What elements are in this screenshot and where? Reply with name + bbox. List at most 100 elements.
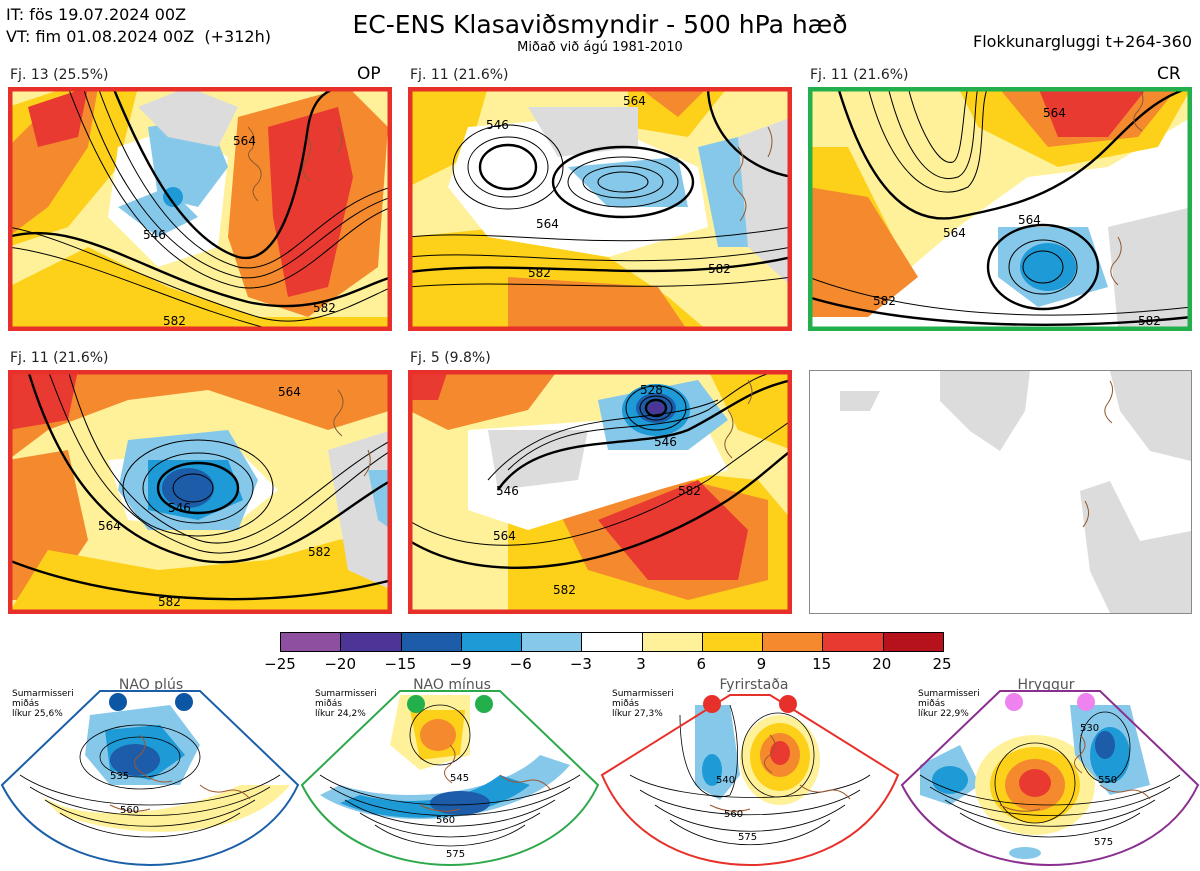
panel-1-contour-c: 582: [313, 301, 336, 315]
colorbar-tick-label: −20: [324, 655, 356, 673]
colorbar-tick-label: −3: [569, 655, 592, 673]
page-title: EC-ENS Klasaviðsmyndir - 500 hPa hæð: [352, 10, 848, 39]
cluster-window: Flokkunargluggi t+264-360: [973, 32, 1192, 51]
regime-nao-plus: NAO plús Sumarmisseri miðás líkur 25,6% …: [0, 675, 302, 871]
regime-1-contour-a: 535: [110, 771, 129, 782]
regime-2-contour-b: 560: [436, 815, 455, 826]
panel-5-contour-b: 546: [496, 484, 519, 498]
panel-5-frame: [408, 370, 792, 614]
regime-2-contour-c: 575: [446, 849, 465, 860]
panel-1-label: Fj. 13 (25.5%): [10, 67, 109, 83]
regime-3-note: Sumarmisseri miðás líkur 27,3%: [612, 689, 674, 719]
panel-1-contour-a: 546: [143, 228, 166, 242]
cluster-map-5: 528 546 546 564 582 582: [408, 370, 792, 614]
panel-4-contour-c: 564: [278, 385, 301, 399]
colorbar-bin: [642, 633, 703, 651]
init-time-info: IT: fös 19.07.2024 00Z VT: fim 01.08.202…: [6, 4, 271, 48]
colorbar-bin: [763, 633, 824, 651]
panel-1-frame: [8, 87, 392, 331]
colorbar-bin: [281, 633, 342, 651]
panel-5-contour-a: 528: [640, 383, 663, 397]
panel-5-contour-c: 546: [654, 435, 677, 449]
colorbar: [280, 632, 944, 652]
regime-4-contour-a: 530: [1080, 723, 1099, 734]
panel-3-frame: [808, 87, 1192, 331]
colorbar-tick-label: −15: [384, 655, 417, 673]
regime-1-name: NAO plús: [118, 677, 184, 693]
colorbar-bin: [401, 633, 462, 651]
regime-1-note: Sumarmisseri miðás líkur 25,6%: [12, 689, 74, 719]
colorbar-tick-label: −9: [449, 655, 472, 673]
panel-5-contour-e: 582: [678, 484, 701, 498]
panel-2-contour-a: 546: [486, 118, 509, 132]
panel-4-contour-a: 546: [168, 501, 191, 515]
cluster-map-4: 546 564 564 582 582: [8, 370, 392, 614]
regime-2-note: Sumarmisseri miðás líkur 24,2%: [315, 689, 377, 719]
colorbar-tick-label: 15: [812, 655, 832, 673]
panel-3-contour-a: 564: [1018, 213, 1041, 227]
regime-2-name: NAO mínus: [413, 677, 491, 693]
regime-3-marker: [779, 695, 797, 713]
colorbar-tick-label: 25: [932, 655, 952, 673]
vt-line: VT: fim 01.08.2024 00Z (+312h): [6, 27, 271, 46]
panel-5-label: Fj. 5 (9.8%): [410, 350, 491, 366]
panel-4-label: Fj. 11 (21.6%): [10, 350, 109, 366]
empty-base-map: [809, 370, 1192, 614]
cluster-map-3: 564 564 564 582 582: [808, 87, 1192, 331]
colorbar-tick-label: −6: [509, 655, 532, 673]
colorbar-bin: [461, 633, 523, 651]
panel-2-frame: [408, 87, 792, 331]
colorbar-tick-label: −25: [264, 655, 296, 673]
colorbar-bin: [582, 633, 643, 651]
page-subtitle: Miðað við ágú 1981-2010: [517, 40, 683, 55]
regime-1-contour-b: 560: [120, 805, 139, 816]
colorbar-bin: [341, 633, 402, 651]
panel-3-label: Fj. 11 (21.6%): [810, 67, 909, 83]
panel-3-tag: CR: [1157, 64, 1181, 84]
regime-2-marker: [475, 695, 493, 713]
regime-3-contour-a: 540: [716, 775, 735, 786]
regime-4-contour-c: 575: [1094, 837, 1113, 848]
colorbar-bin: [823, 633, 884, 651]
colorbar-tick-label: 3: [636, 655, 646, 673]
it-line: IT: fös 19.07.2024 00Z: [6, 5, 187, 24]
regime-nao-minus: NAO mínus Sumarmisseri miðás líkur 24,2%…: [300, 675, 602, 871]
panel-5-contour-d: 564: [493, 529, 516, 543]
regime-ridge: Hryggur Sumarmisseri miðás líkur 22,9% 5…: [900, 675, 1200, 871]
regime-3-contour-b: 560: [724, 809, 743, 820]
regime-4-contour-b: 550: [1098, 775, 1117, 786]
regime-3-contour-c: 575: [738, 832, 757, 843]
colorbar-bin: [883, 633, 943, 651]
colorbar-bin: [702, 633, 764, 651]
regime-3-marker: [703, 695, 721, 713]
panel-4-contour-d: 582: [308, 545, 331, 559]
colorbar-tick-label: 20: [872, 655, 892, 673]
panel-5-contour-f: 582: [553, 583, 576, 597]
cluster-map-2: 546 564 564 582 582: [408, 87, 792, 331]
regime-4-marker: [1005, 693, 1023, 711]
panel-2-contour-c: 564: [623, 94, 646, 108]
regime-1-marker: [175, 693, 193, 711]
panel-2-contour-e: 582: [708, 262, 731, 276]
panel-1-contour-b: 564: [233, 134, 256, 148]
colorbar-bin: [522, 633, 583, 651]
panel-2-contour-d: 582: [528, 266, 551, 280]
panel-1-tag: OP: [357, 64, 381, 84]
panel-2-label: Fj. 11 (21.6%): [410, 67, 509, 83]
colorbar-tick-label: 6: [696, 655, 707, 673]
regime-4-marker: [1077, 693, 1095, 711]
regime-2-marker: [407, 695, 425, 713]
panel-4-contour-e: 582: [158, 595, 181, 609]
panel-1-contour-d: 582: [163, 314, 186, 328]
regime-3-name: Fyrirstaða: [719, 677, 789, 693]
regime-2-contour-a: 545: [450, 773, 469, 784]
colorbar-tick-label: 9: [756, 655, 767, 673]
regime-4-name: Hryggur: [1017, 677, 1075, 693]
panel-4-contour-b: 564: [98, 519, 121, 533]
regime-1-marker: [109, 693, 127, 711]
cluster-map-1: 546 564 582 582: [8, 87, 392, 331]
panel-3-contour-b: 564: [943, 226, 966, 240]
regime-blocking: Fyrirstaða Sumarmisseri miðás líkur 27,3…: [600, 675, 902, 871]
panel-2-contour-b: 564: [536, 217, 559, 231]
regime-4-note: Sumarmisseri miðás líkur 22,9%: [918, 689, 980, 719]
